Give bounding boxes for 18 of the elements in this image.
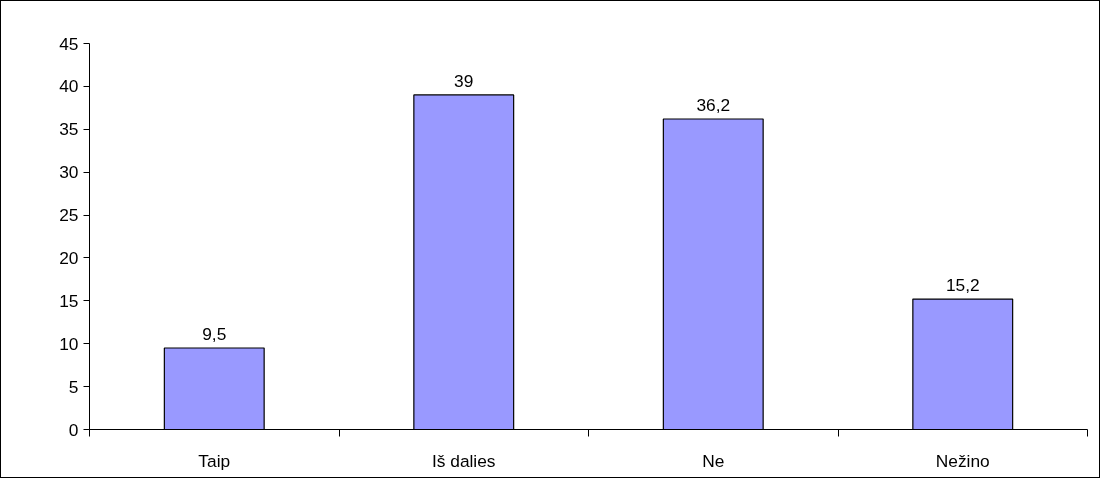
y-tick-label: 45: [59, 33, 79, 54]
y-tick-label: 35: [59, 119, 79, 140]
y-tick-label: 5: [68, 376, 79, 397]
x-tick-label: Nežino: [935, 450, 990, 471]
y-tick-label: 20: [59, 247, 79, 268]
y-tick-label: 30: [59, 162, 79, 183]
y-tick-label: 15: [59, 290, 79, 311]
data-label: 39: [454, 70, 474, 91]
x-tick-label: Iš dalies: [431, 450, 496, 471]
y-tick-label: 25: [59, 205, 79, 226]
data-label: 36,2: [696, 94, 731, 115]
data-label: 15,2: [945, 275, 980, 296]
x-tick-label: Ne: [702, 450, 725, 471]
y-tick-label: 10: [59, 333, 79, 354]
data-label: 9,5: [202, 324, 227, 345]
y-tick-label: 0: [68, 419, 79, 440]
y-tick-label: 40: [59, 76, 79, 97]
x-tick-label: Taip: [198, 450, 231, 471]
